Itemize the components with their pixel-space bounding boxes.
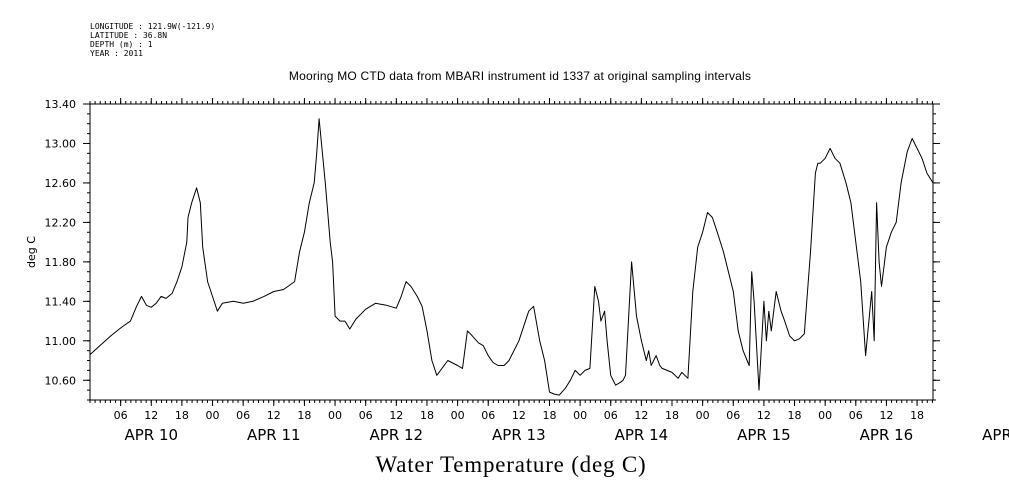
x-date-label: APR 11 bbox=[247, 426, 301, 444]
x-date-label: APR 15 bbox=[737, 426, 791, 444]
chart-title: Mooring MO CTD data from MBARI instrumen… bbox=[288, 69, 752, 83]
x-date-label: APR 16 bbox=[860, 426, 914, 444]
x-hour-label: 12 bbox=[757, 409, 771, 422]
metadata-block: LONGITUDE : 121.9W(-121.9) LATITUDE : 36… bbox=[90, 22, 215, 58]
x-hour-label: 12 bbox=[144, 409, 158, 422]
x-hour-label: 12 bbox=[879, 409, 893, 422]
x-hour-label: 06 bbox=[236, 409, 250, 422]
year-text: YEAR : 2011 bbox=[90, 49, 143, 58]
x-date-label: APR 12 bbox=[370, 426, 424, 444]
x-hour-label: 00 bbox=[451, 409, 465, 422]
x-hour-label: 12 bbox=[389, 409, 403, 422]
x-hour-label: 06 bbox=[481, 409, 495, 422]
series-layer bbox=[89, 118, 934, 396]
x-hour-label: 18 bbox=[542, 409, 556, 422]
x-hour-label: 06 bbox=[604, 409, 618, 422]
x-hour-label: 18 bbox=[297, 409, 311, 422]
x-hour-label: 18 bbox=[910, 409, 924, 422]
y-axis-label: deg C bbox=[25, 236, 38, 268]
y-tick-label: 13.40 bbox=[45, 98, 77, 111]
x-hour-label: 18 bbox=[665, 409, 679, 422]
latitude-text: LATITUDE : 36.8N bbox=[90, 31, 168, 40]
x-hour-label: 18 bbox=[175, 409, 189, 422]
y-tick-label: 10.60 bbox=[45, 374, 77, 387]
y-tick-label: 13.00 bbox=[45, 137, 77, 150]
series-line bbox=[89, 118, 934, 396]
x-date-label: APR 10 bbox=[124, 426, 178, 444]
y-axis: 10.60 11.00 11.40 11.80 12.20 12.60 13.00 13.40 bbox=[45, 98, 940, 401]
x-date-label: APR 17 bbox=[982, 426, 1009, 444]
y-tick-label: 11.00 bbox=[45, 335, 77, 348]
x-hour-label: 06 bbox=[359, 409, 373, 422]
x-hour-label: 12 bbox=[634, 409, 648, 422]
y-tick-label: 12.20 bbox=[45, 216, 77, 229]
x-hour-label: 00 bbox=[573, 409, 587, 422]
x-date-label: APR 13 bbox=[492, 426, 546, 444]
x-hour-label: 06 bbox=[726, 409, 740, 422]
y-tick-label: 11.80 bbox=[45, 256, 77, 269]
x-hour-label: 06 bbox=[114, 409, 128, 422]
longitude-text: LONGITUDE : 121.9W(-121.9) bbox=[90, 22, 216, 31]
y-tick-label: 11.40 bbox=[45, 295, 77, 308]
x-axis-label: Water Temperature (deg C) bbox=[375, 452, 647, 477]
x-hour-label: 18 bbox=[420, 409, 434, 422]
x-date-label: APR 14 bbox=[615, 426, 669, 444]
x-hour-label: 00 bbox=[818, 409, 832, 422]
depth-text: DEPTH (m) : 1 bbox=[90, 40, 153, 49]
x-hour-label: 00 bbox=[206, 409, 220, 422]
x-hour-label: 12 bbox=[512, 409, 526, 422]
x-hour-label: 12 bbox=[267, 409, 281, 422]
x-hour-label: 00 bbox=[696, 409, 710, 422]
x-hour-label: 06 bbox=[849, 409, 863, 422]
x-hour-label: 18 bbox=[788, 409, 802, 422]
y-tick-label: 12.60 bbox=[45, 177, 77, 190]
x-axis: 06 12 18 00 06 12 18 00 06 12 18 00 06 12 18 00 06 12 18 00… bbox=[89, 98, 1009, 444]
x-hour-label: 00 bbox=[328, 409, 342, 422]
